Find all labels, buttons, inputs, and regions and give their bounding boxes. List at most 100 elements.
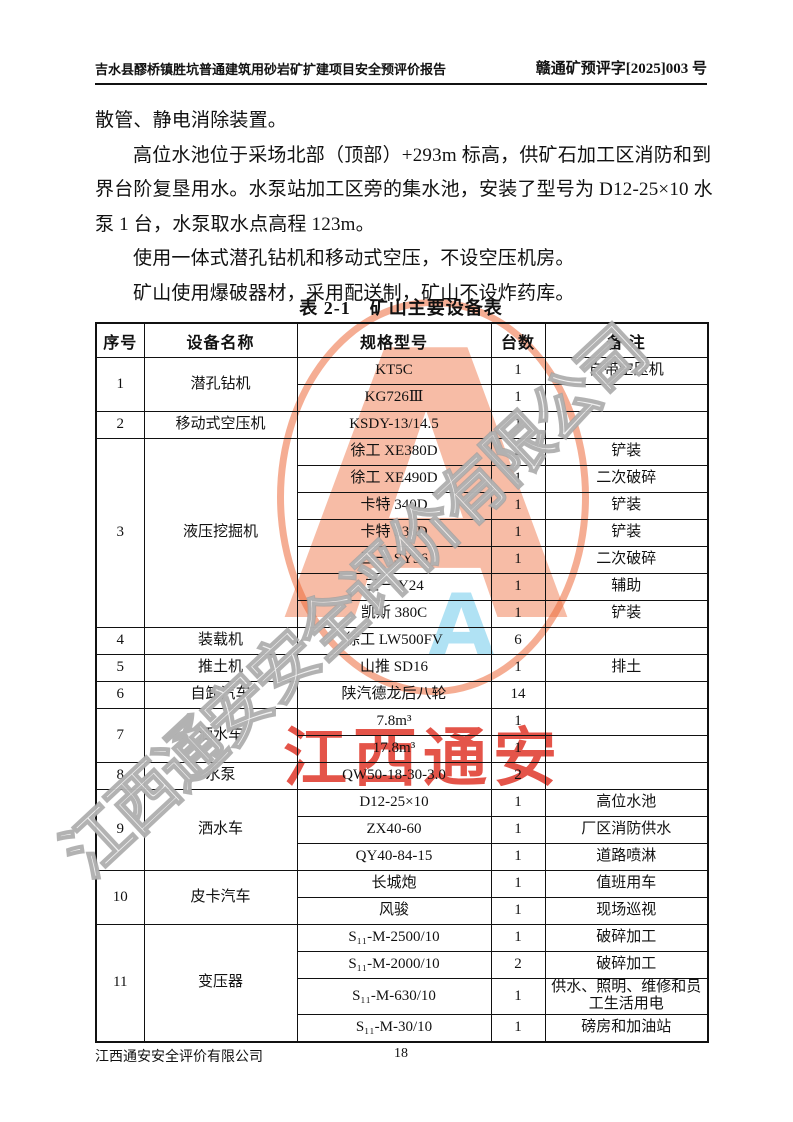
cell-serial-number: 6 — [95, 681, 145, 709]
cell-quantity: 1 — [490, 573, 546, 601]
table-row: ZX40-60 1 厂区消防供水 — [96, 816, 709, 844]
cell-model-spec: QY40-84-15 — [296, 843, 492, 871]
cell-model-spec: S₁₁-M-630/10 — [296, 978, 492, 1015]
document-number: 赣通矿预评字[2025]003 号 — [535, 61, 707, 77]
cell-serial-number: 5 — [95, 654, 145, 682]
cell-equipment-name: 移动式空压机 — [143, 411, 298, 439]
cell-remark: 值班用车 — [544, 870, 709, 898]
cell-model-spec: D12-25×10 — [296, 789, 492, 817]
cell-equipment-name: 皮卡汽车 — [143, 870, 298, 925]
cell-equipment-name: 自卸汽车 — [143, 681, 298, 709]
cell-remark: 铲装 — [544, 438, 709, 466]
cell-remark: 铲装 — [544, 492, 709, 520]
column-header: 规格型号 — [296, 322, 492, 358]
cell-model-spec: 三一 SY36 — [296, 546, 492, 574]
cell-remark: 磅房和加油站 — [544, 1013, 709, 1042]
table-row: KG726Ⅲ 1 — [96, 384, 709, 412]
page-number: 18 — [394, 1046, 408, 1061]
column-header: 台数 — [490, 322, 546, 358]
cell-quantity: 6 — [490, 627, 546, 655]
cell-equipment-name: 液压挖掘机 — [143, 438, 298, 628]
cell-model-spec: S₁₁-M-2000/10 — [296, 951, 492, 979]
cell-model-spec: 徐工 LW500FV — [296, 627, 492, 655]
cell-quantity: 1 — [490, 546, 546, 574]
body-line: 高位水池位于采场北部（顶部）+293m 标高，供矿石加工区消防和到 — [133, 144, 712, 166]
table-row: QY40-84-15 1 道路喷淋 — [96, 843, 709, 871]
body-line: 界台阶复垦用水。水泵站加工区旁的集水池，安装了型号为 D12-25×10 水 — [95, 179, 713, 200]
cell-remark: 二次破碎 — [544, 546, 709, 574]
table-row: 4 装载机 徐工 LW500FV 6 — [95, 627, 709, 655]
cell-remark: 破碎加工 — [544, 951, 709, 979]
page-header: 吉水县醪桥镇胜坑普通建筑用砂岩矿扩建项目安全预评价报告 赣通矿预评字[2025]… — [95, 57, 707, 85]
body-line: 使用一体式潜孔钻机和移动式空压，不设空压机房。 — [133, 248, 575, 269]
cell-serial-number: 9 — [95, 789, 145, 871]
footer-company-name: 江西通安安全评价有限公司 — [95, 1050, 263, 1065]
cell-quantity: 1 — [490, 735, 546, 763]
body-line: 矿山使用爆破器材，采用配送制，矿山不设炸药库。 — [133, 282, 575, 304]
cell-quantity: 1 — [490, 870, 546, 898]
cell-quantity: 1 — [490, 492, 546, 520]
page-footer: 江西通安安全评价有限公司 18 — [95, 1046, 707, 1066]
cell-model-spec: 徐工 XE490D — [296, 465, 492, 493]
cell-quantity: 1 — [490, 897, 546, 925]
cell-model-spec: KSDY-13/14.5 — [296, 411, 492, 439]
cell-remark: 供水、照明、维修和员工生活用电 — [544, 978, 709, 1015]
table-row: 3 液压挖掘机 徐工 XE380D 2 铲装 — [95, 438, 709, 628]
table-row: 7 洒水车 7.8m³ 1 — [95, 708, 709, 763]
cell-remark: 铲装 — [544, 600, 709, 628]
table-row: 8 水泵 QW50-18-30-3.0 2 — [95, 762, 709, 790]
cell-model-spec: 卡特 340D — [296, 492, 492, 520]
table-row: 凯斯 380C 1 铲装 — [96, 600, 709, 628]
cell-equipment-name: 潜孔钻机 — [143, 357, 298, 412]
cell-serial-number: 8 — [95, 762, 145, 790]
cell-quantity: 1 — [490, 519, 546, 547]
cell-remark — [544, 411, 709, 439]
table-row: 5 推土机 山推 SD16 1 排土 — [95, 654, 709, 682]
cell-serial-number: 10 — [95, 870, 145, 925]
cell-remark — [544, 627, 709, 655]
cell-remark — [544, 735, 709, 763]
table-row: 9 洒水车 D12-25×10 1 高位水池 — [95, 789, 709, 871]
cell-remark: 辅助 — [544, 573, 709, 601]
cell-remark: 自带空压机 — [544, 357, 709, 385]
cell-model-spec: 陕汽德龙后八轮 — [296, 681, 492, 709]
cell-quantity: 1 — [490, 978, 546, 1015]
table-row: 2 移动式空压机 KSDY-13/14.5 1 — [95, 411, 709, 439]
cell-remark — [544, 681, 709, 709]
cell-remark: 铲装 — [544, 519, 709, 547]
column-header: 序号 — [95, 322, 145, 358]
cell-quantity: 1 — [490, 654, 546, 682]
cell-serial-number: 2 — [95, 411, 145, 439]
cell-quantity: 1 — [490, 411, 546, 439]
cell-remark: 道路喷淋 — [544, 843, 709, 871]
column-header: 备 注 — [544, 322, 709, 358]
body-line: 泵 1 台，水泵取水点高程 123m。 — [95, 213, 375, 235]
equipment-table: 序号 设备名称 规格型号 台数备 注 1 潜孔钻机 KT5C 1 自带空压机 KG726Ⅲ 1 2 移动… — [95, 322, 709, 1043]
report-title: 吉水县醪桥镇胜坑普通建筑用砂岩矿扩建项目安全预评价报告 — [95, 62, 447, 77]
table-caption: 表 2-1 矿山主要设备表 — [299, 298, 503, 318]
cell-quantity: 1 — [490, 924, 546, 952]
cell-model-spec: 风骏 — [296, 897, 492, 925]
cell-remark: 现场巡视 — [544, 897, 709, 925]
cell-quantity: 1 — [490, 708, 546, 736]
cell-quantity: 1 — [490, 384, 546, 412]
table-row: 10 皮卡汽车 长城炮 1 值班用车 — [95, 870, 709, 925]
cell-equipment-name: 洒水车 — [143, 708, 298, 763]
table-row: 卡特 340D 1 铲装 — [96, 492, 709, 520]
body-text: 散管、静电消除装置。 高位水池位于采场北部（顶部）+293m 标高，供矿石加工区… — [95, 104, 713, 311]
cell-serial-number: 11 — [95, 924, 145, 1042]
cell-model-spec: 凯斯 380C — [296, 600, 492, 628]
table-row: S₁₁-M-2000/10 2 破碎加工 — [96, 951, 709, 979]
cell-equipment-name: 变压器 — [143, 924, 298, 1042]
cell-remark: 破碎加工 — [544, 924, 709, 952]
table-header-row: 序号 设备名称 规格型号 台数备 注 — [95, 322, 709, 358]
cell-model-spec: QW50-18-30-3.0 — [296, 762, 492, 790]
cell-model-spec: 卡特 336D — [296, 519, 492, 547]
table-row: 1 潜孔钻机 KT5C 1 自带空压机 — [95, 357, 709, 412]
cell-model-spec: ZX40-60 — [296, 816, 492, 844]
cell-equipment-name: 装载机 — [143, 627, 298, 655]
cell-remark: 厂区消防供水 — [544, 816, 709, 844]
cell-model-spec: 17.8m³ — [296, 735, 492, 763]
cell-model-spec: S₁₁-M-2500/10 — [296, 924, 492, 952]
